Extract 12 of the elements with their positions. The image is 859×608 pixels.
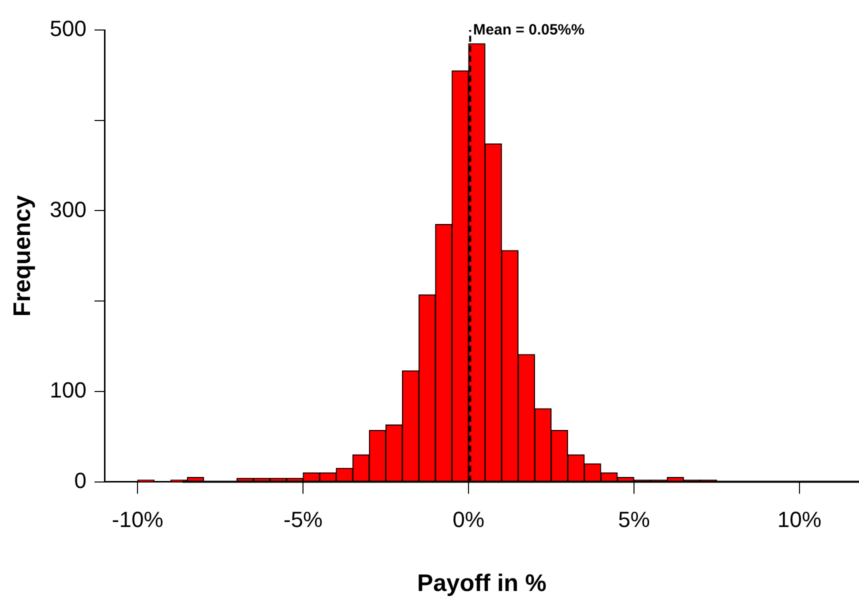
- y-tick-label: 500: [50, 16, 87, 42]
- y-axis-title: Frequency: [9, 194, 36, 317]
- y-tick-label: 300: [50, 196, 87, 222]
- x-tick-label: -10%: [112, 507, 164, 532]
- y-tick-label: 100: [50, 378, 87, 403]
- x-tick-label: -5%: [283, 507, 323, 532]
- x-tick-label: 10%: [777, 507, 822, 532]
- ref-line-label: Mean = 0.05%%: [473, 22, 584, 39]
- x-axis-title: Payoff in %: [417, 570, 546, 598]
- x-tick-label: 5%: [618, 507, 650, 532]
- y-tick-label: 0: [74, 468, 87, 493]
- x-tick-label: 0%: [452, 507, 484, 532]
